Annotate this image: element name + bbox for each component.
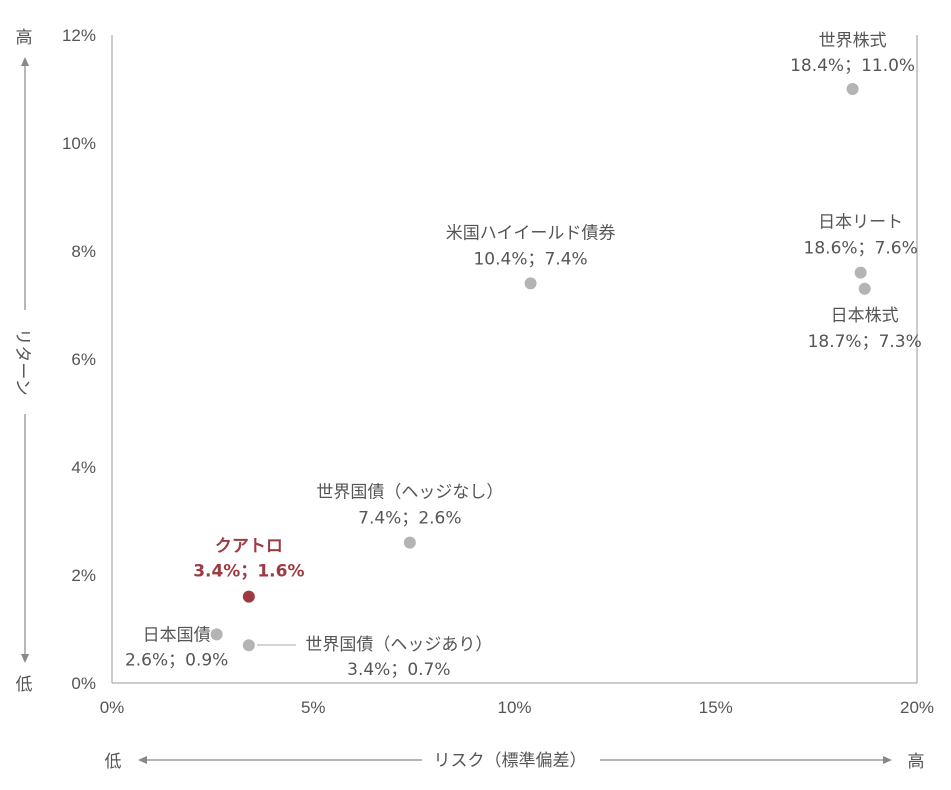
data-labels: 世界株式 18.4%；11.0% 日本リート 18.6%；7.6% 日本株式 18.7%；… xyxy=(125,31,922,680)
y-high-label: 高 xyxy=(16,28,33,48)
y-tick-label: 2% xyxy=(71,566,96,585)
x-tick-labels: 0% 5% 10% 15% 20% xyxy=(100,698,934,717)
y-axis-title: リターン xyxy=(12,328,32,395)
y-down-arrow-head xyxy=(21,654,29,663)
y-up-arrow-head xyxy=(21,57,29,66)
data-point xyxy=(403,536,416,549)
data-label-value: 10.4%；7.4% xyxy=(473,249,587,269)
data-label-name: 日本リート xyxy=(818,213,903,233)
data-label-name: 米国ハイイールド債券 xyxy=(446,223,616,243)
x-tick-label: 5% xyxy=(301,698,326,717)
x-tick-label: 0% xyxy=(100,698,125,717)
x-left-arrow-head xyxy=(138,756,147,764)
data-label-value: 2.6%；0.9% xyxy=(125,650,228,670)
x-tick-label: 10% xyxy=(497,698,531,717)
y-tick-label: 12% xyxy=(62,26,96,45)
data-label-name: 日本株式 xyxy=(831,306,899,326)
data-label-name: クアトロ xyxy=(215,537,283,557)
data-label-value: 3.4%；1.6% xyxy=(193,562,304,582)
data-label-name: 日本国債 xyxy=(143,625,211,645)
x-high-label: 高 xyxy=(908,752,925,772)
x-axis-title: リスク（標準偏差） xyxy=(434,751,587,771)
highlight-data-point xyxy=(242,590,255,603)
data-point xyxy=(858,282,871,295)
data-label-value: 3.4%；0.7% xyxy=(347,660,450,680)
y-tick-label: 0% xyxy=(71,674,96,693)
data-label-name: 世界株式 xyxy=(819,31,887,51)
y-tick-label: 10% xyxy=(62,134,96,153)
data-label-name: 世界国債（ヘッジあり） xyxy=(305,635,492,655)
y-low-label: 低 xyxy=(16,675,33,695)
y-tick-labels: 0% 2% 4% 6% 8% 10% 12% xyxy=(62,26,96,693)
data-point xyxy=(242,639,255,652)
data-point xyxy=(846,83,859,95)
x-right-arrow-head xyxy=(883,756,892,764)
data-label-name: 世界国債（ヘッジなし） xyxy=(316,483,503,503)
y-tick-label: 6% xyxy=(71,350,96,369)
y-tick-label: 4% xyxy=(71,458,96,477)
y-tick-label: 8% xyxy=(71,242,96,261)
data-points xyxy=(210,83,871,652)
x-tick-label: 15% xyxy=(699,698,733,717)
x-low-label: 低 xyxy=(105,752,122,772)
data-point xyxy=(854,266,867,279)
data-point xyxy=(210,628,223,641)
data-label-value: 18.7%；7.3% xyxy=(808,332,922,352)
data-point xyxy=(524,277,537,290)
data-label-value: 18.4%；11.0% xyxy=(790,56,915,76)
x-tick-label: 20% xyxy=(900,698,934,717)
data-label-value: 18.6%；7.6% xyxy=(804,239,918,259)
data-label-value: 7.4%；2.6% xyxy=(358,509,461,529)
